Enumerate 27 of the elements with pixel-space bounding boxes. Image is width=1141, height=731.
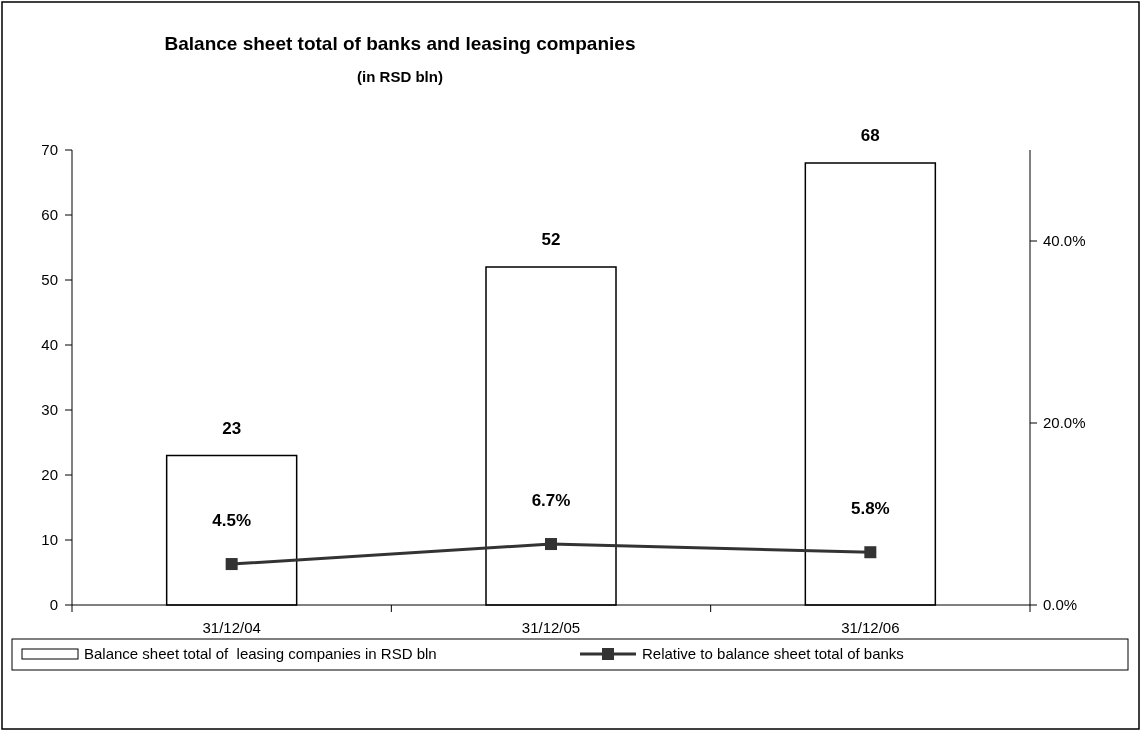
x-tick-label: 31/12/06 xyxy=(841,619,900,636)
data-label: 52 xyxy=(541,230,561,249)
legend-label: Relative to balance sheet total of banks xyxy=(642,645,904,663)
y-tick-label: 50 xyxy=(41,271,58,289)
data-label: 23 xyxy=(222,418,242,438)
y-tick-label: 70 xyxy=(41,141,58,159)
y-tick-label: 60 xyxy=(41,206,58,224)
y2-tick-label: 40.0% xyxy=(1043,232,1086,250)
y-tick-label: 0 xyxy=(49,596,58,614)
data-label: 68 xyxy=(860,126,880,145)
data-label: 5.8% xyxy=(850,499,890,519)
chart-subtitle: (in RSD bln) xyxy=(357,68,443,85)
y2-tick-label: 0.0% xyxy=(1043,596,1078,614)
y-tick-label: 40 xyxy=(41,336,58,354)
legend-label: Balance sheet total of leasing companies in RSD bln xyxy=(84,645,437,663)
x-tick-label: 31/12/05 xyxy=(521,619,581,636)
data-label: 6.7% xyxy=(531,491,571,511)
chart-title: Balance sheet total of banks and leasing companies xyxy=(164,33,636,54)
point xyxy=(864,546,877,559)
y-tick-label: 30 xyxy=(41,401,58,419)
point xyxy=(545,538,557,551)
y-tick-label: 20 xyxy=(41,466,58,484)
x-tick-label: 31/12/04 xyxy=(202,619,261,636)
data-label: 4.5% xyxy=(212,511,252,531)
y2-tick-label: 20.0% xyxy=(1043,414,1086,432)
y-tick-label: 10 xyxy=(41,531,58,549)
point xyxy=(225,558,238,571)
